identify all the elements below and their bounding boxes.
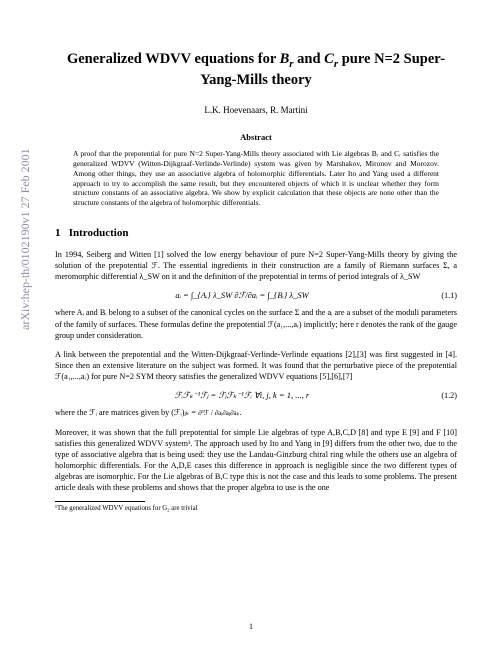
equation-2-row: ℱᵢℱₖ⁻¹ℱⱼ = ℱⱼℱₖ⁻¹ℱᵢ ∀i, j, k = 1, ..., r…	[55, 390, 457, 401]
abstract-heading: Abstract	[55, 132, 457, 143]
paragraph-3: A link between the prepotential and the …	[55, 349, 457, 382]
footnote-1: ¹The generalized WDVV equations for G₂ a…	[55, 504, 457, 513]
title-text-pre: Generalized WDVV equations for	[67, 51, 280, 67]
title-C: C	[324, 51, 334, 67]
para4-post: .	[240, 408, 242, 417]
equation-2-num: (1.2)	[429, 390, 457, 401]
para4-pre: where the ℱᵢ are matrices given by (ℱᵢ)ⱼ…	[55, 408, 198, 417]
title-and: and	[294, 51, 325, 67]
title-B: B	[280, 51, 290, 67]
para4-frac: ∂³ℱ / ∂aᵢ∂aⱼ∂aₖ	[198, 409, 240, 417]
abstract-body: A proof that the prepotential for pure N…	[73, 149, 439, 208]
section-1-title: Introduction	[69, 227, 129, 239]
page-number: 1	[0, 622, 502, 631]
paragraph-4: where the ℱᵢ are matrices given by (ℱᵢ)ⱼ…	[55, 407, 457, 418]
paper-title: Generalized WDVV equations for Br and Cr…	[55, 50, 457, 90]
equation-1-num: (1.1)	[429, 290, 457, 301]
paragraph-5: Moreover, it was shown that the full pre…	[55, 427, 457, 493]
equation-2: ℱᵢℱₖ⁻¹ℱⱼ = ℱⱼℱₖ⁻¹ℱᵢ ∀i, j, k = 1, ..., r	[55, 390, 429, 401]
section-1-num: 1	[55, 227, 61, 239]
paper-authors: L.K. Hoevenaars, R. Martini	[55, 104, 457, 116]
paper-page: Generalized WDVV equations for Br and Cr…	[0, 0, 502, 533]
paragraph-2: where Aᵢ and Bᵢ belong to a subset of th…	[55, 307, 457, 340]
paragraph-1: In 1994, Seiberg and Witten [1] solved t…	[55, 249, 457, 282]
arxiv-stamp: arXiv:hep-th/0102190v1 27 Feb 2001	[18, 148, 33, 330]
equation-1-row: aᵢ = ∫_{Aᵢ} λ_SW ∂ℱ/∂aᵢ = ∫_{Bᵢ} λ_SW (1…	[55, 290, 457, 301]
equation-1: aᵢ = ∫_{Aᵢ} λ_SW ∂ℱ/∂aᵢ = ∫_{Bᵢ} λ_SW	[55, 290, 429, 301]
footnote-rule	[55, 501, 145, 502]
section-1-heading: 1 Introduction	[55, 226, 457, 241]
